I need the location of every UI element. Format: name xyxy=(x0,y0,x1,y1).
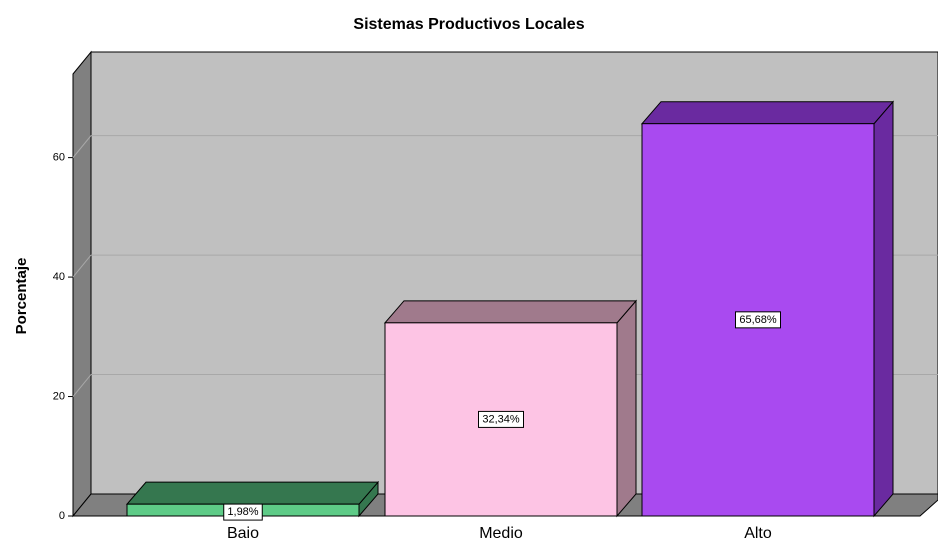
bar-side xyxy=(616,299,637,518)
grid-line xyxy=(72,254,92,278)
bar-side xyxy=(873,100,894,518)
value-label-box xyxy=(735,311,781,329)
value-label: 65,68% xyxy=(739,314,777,326)
y-tick-label: 60 xyxy=(53,152,65,164)
value-label-box xyxy=(223,503,263,521)
y-tick-label: 0 xyxy=(59,510,65,522)
grid-line xyxy=(72,135,92,158)
value-label: 1,98% xyxy=(227,506,258,518)
y-tick-label: 40 xyxy=(53,271,65,283)
x-tick-label: Medio xyxy=(479,525,523,542)
value-label: 32,34% xyxy=(482,413,520,425)
grid-line xyxy=(72,374,92,397)
x-tick-label: Baio xyxy=(227,525,259,542)
chart-title: Sistemas Productivos Locales xyxy=(353,16,584,33)
bar-top xyxy=(125,481,380,505)
y-tick-label: 20 xyxy=(53,390,65,402)
x-tick-label: Alto xyxy=(744,525,772,542)
value-label-box xyxy=(478,410,524,428)
bar-top xyxy=(383,300,638,324)
bar-top xyxy=(640,101,895,125)
y-axis-title: Porcentaje xyxy=(13,258,30,335)
left-wall xyxy=(72,50,92,518)
